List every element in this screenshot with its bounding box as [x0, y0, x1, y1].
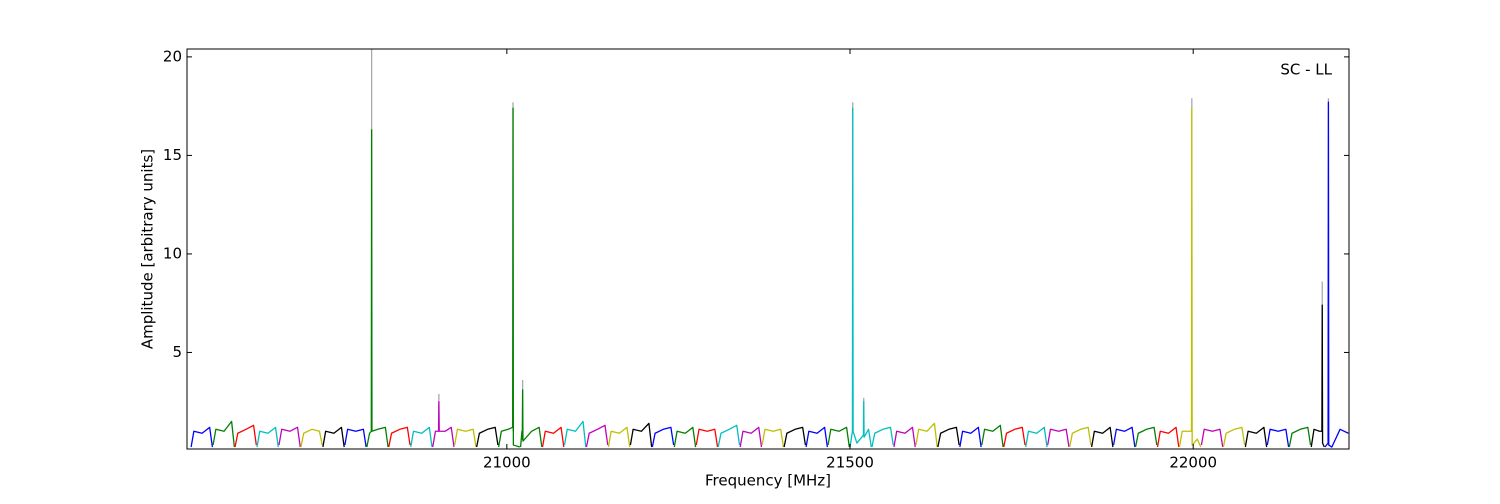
series-line [1200, 428, 1224, 448]
x-axis-label: Frequency [MHz] [705, 472, 831, 490]
series-line [629, 422, 653, 448]
series-line [497, 107, 521, 448]
series-line [541, 426, 565, 448]
x-tick-label: 22000 [1169, 454, 1217, 472]
series-line [893, 426, 916, 448]
series-line [981, 424, 1004, 448]
series-line [410, 426, 433, 448]
series-line [234, 424, 257, 448]
x-tick-label: 21500 [826, 454, 874, 472]
series-line [959, 426, 982, 448]
series-line [585, 424, 609, 448]
series-line [344, 428, 367, 448]
series-line [871, 426, 894, 448]
series-line [1324, 101, 1349, 448]
series-line [366, 129, 389, 448]
series-line [563, 420, 587, 448]
series-line [1178, 107, 1202, 448]
series-line [388, 426, 411, 448]
series-line [1069, 426, 1092, 448]
plot-area [190, 49, 1349, 448]
series-line [212, 420, 236, 448]
y-tick-label: 20 [163, 47, 182, 65]
x-tick-label: 21000 [483, 454, 531, 472]
series-line [1266, 428, 1290, 448]
series-line [717, 424, 741, 448]
y-axis-label: Amplitude [arbitrary units] [139, 149, 157, 349]
series-line [695, 428, 719, 448]
y-tick-label: 15 [163, 146, 182, 164]
series-line [805, 426, 829, 448]
series-line [278, 426, 301, 448]
series-line [761, 428, 785, 448]
series-line [432, 401, 455, 448]
series-line [937, 426, 960, 448]
series-line [322, 426, 345, 448]
series-line [651, 426, 675, 448]
y-tick-label: 5 [172, 343, 182, 361]
series-line [1090, 426, 1114, 448]
series-line [1288, 426, 1312, 448]
series-line [476, 426, 499, 448]
annotation: SC - LL [1280, 61, 1332, 79]
series-line [1025, 426, 1048, 448]
series-line [300, 428, 323, 448]
series-line [1310, 304, 1325, 448]
y-tick-label: 10 [163, 244, 182, 262]
series-line [827, 426, 850, 448]
series-line [607, 426, 631, 448]
series-line [673, 426, 697, 448]
series-line [1047, 428, 1070, 448]
series-line [190, 426, 214, 448]
series-line [454, 428, 477, 448]
series-line [739, 426, 763, 448]
series-line [256, 426, 279, 448]
series-line [1222, 426, 1246, 448]
series-line [1156, 426, 1180, 448]
series-line [1244, 426, 1268, 448]
series-line [915, 422, 938, 448]
series-line [849, 107, 872, 448]
series-line [1112, 426, 1136, 448]
series-line [783, 426, 807, 448]
axes-frame [186, 48, 1350, 450]
series-line [519, 389, 543, 448]
series-line [1134, 426, 1158, 448]
series-line [1003, 426, 1026, 448]
